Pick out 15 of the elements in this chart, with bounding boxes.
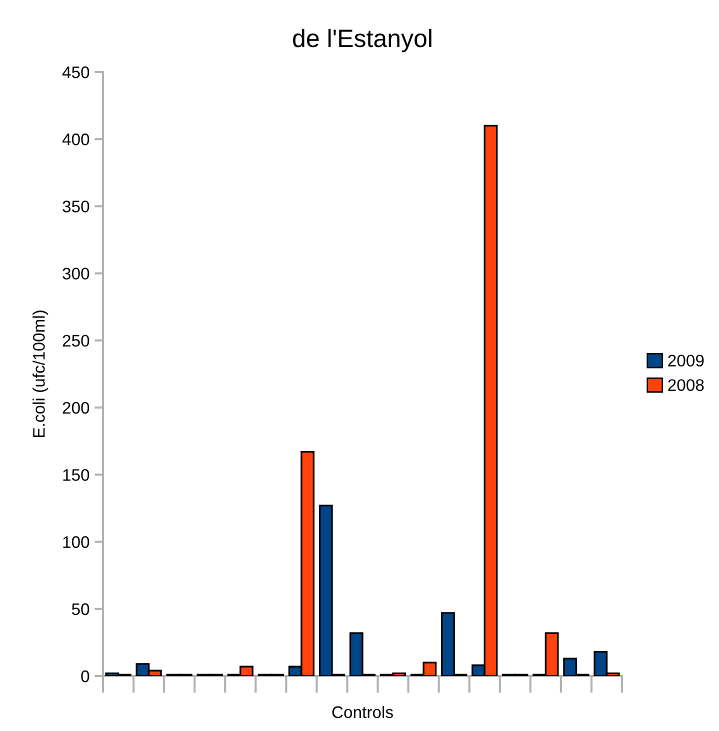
y-tick-label: 100 bbox=[63, 536, 90, 548]
y-tick-label: 400 bbox=[62, 134, 90, 146]
y-tick-label: 250 bbox=[62, 334, 90, 347]
y-axis-title: E.coli (ufc/100ml) bbox=[32, 310, 48, 437]
y-tick-label: 450 bbox=[62, 66, 90, 78]
legend-label: 2008 bbox=[668, 379, 704, 391]
y-tick-label: 350 bbox=[62, 200, 90, 212]
y-tick-label: 300 bbox=[62, 268, 90, 280]
y-tick-label: 50 bbox=[72, 603, 90, 616]
x-axis-title: Controls bbox=[332, 706, 393, 718]
y-tick-label: 200 bbox=[62, 402, 90, 414]
legend-label: 2009 bbox=[668, 354, 704, 367]
chart-title: de l'Estanyol bbox=[293, 28, 432, 52]
y-tick-label: 150 bbox=[63, 469, 90, 481]
y-tick-label: 0 bbox=[81, 670, 90, 682]
